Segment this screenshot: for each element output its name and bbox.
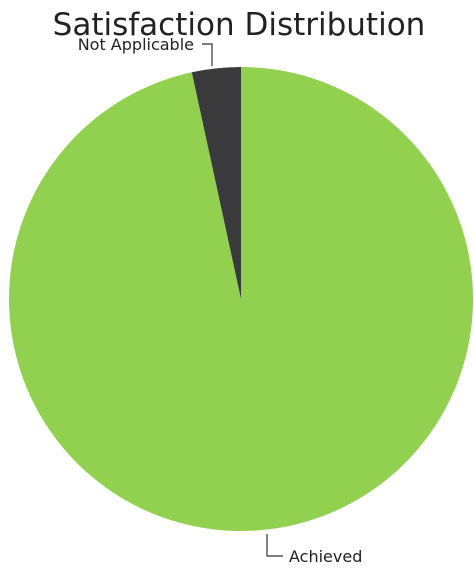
leader-line-not-applicable [202, 43, 213, 66]
slice-label-achieved: Achieved [289, 547, 362, 566]
chart-title: Satisfaction Distribution [53, 7, 426, 43]
slice-label-not-applicable: Not Applicable [78, 35, 194, 54]
pie-slice-not-applicable [191, 67, 241, 299]
pie-slices [9, 67, 474, 531]
leader-line-achieved [266, 534, 283, 557]
slice-labels: Achieved Not Applicable [78, 35, 363, 566]
pie-slice-achieved [9, 67, 474, 531]
